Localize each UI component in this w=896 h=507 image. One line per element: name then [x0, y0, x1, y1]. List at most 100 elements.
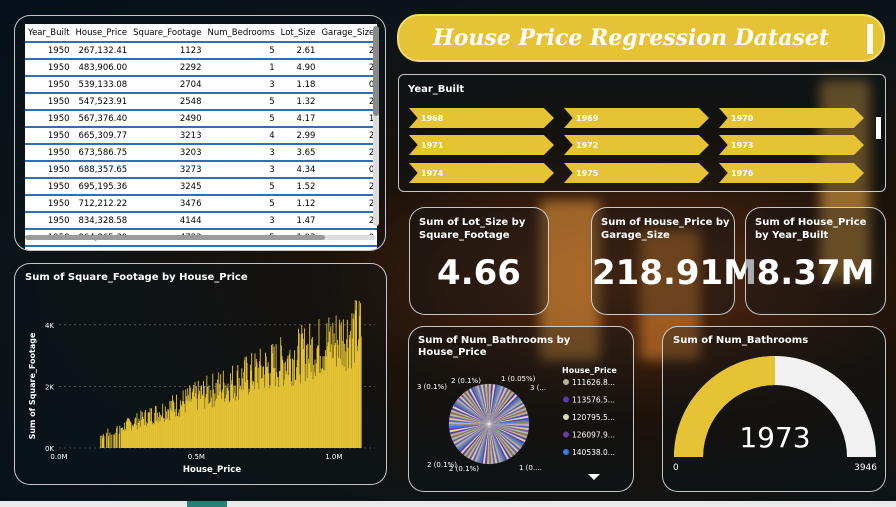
- bar[interactable]: [253, 389, 255, 448]
- bar[interactable]: [342, 319, 344, 448]
- bar[interactable]: [151, 421, 153, 448]
- pie-slice[interactable]: [488, 423, 528, 439]
- table-row[interactable]: 1951262,398.45124013.592: [25, 245, 378, 250]
- bar[interactable]: [164, 406, 166, 448]
- pie-slice[interactable]: [488, 423, 519, 453]
- bar[interactable]: [249, 391, 251, 448]
- bar[interactable]: [351, 313, 353, 448]
- pie-slice[interactable]: [488, 384, 498, 425]
- slicer-item-1969[interactable]: 1969: [564, 108, 709, 128]
- bar[interactable]: [172, 395, 174, 448]
- bar[interactable]: [281, 355, 283, 448]
- bar[interactable]: [331, 344, 332, 448]
- bar[interactable]: [242, 389, 244, 448]
- bar[interactable]: [193, 384, 195, 448]
- bar[interactable]: [356, 351, 358, 448]
- legend-item[interactable]: 140538.0...: [572, 448, 615, 457]
- bar[interactable]: [114, 432, 116, 448]
- bar[interactable]: [230, 384, 232, 448]
- bar[interactable]: [260, 365, 262, 448]
- pie-slice[interactable]: [463, 423, 490, 457]
- bar[interactable]: [302, 333, 303, 448]
- bar[interactable]: [356, 300, 357, 448]
- pie-slice[interactable]: [482, 384, 490, 425]
- bar[interactable]: [127, 418, 129, 448]
- pie-slice[interactable]: [450, 423, 490, 439]
- bar[interactable]: [148, 412, 150, 448]
- bar[interactable]: [332, 322, 334, 448]
- pie-slice[interactable]: [459, 423, 490, 453]
- pie-slice[interactable]: [488, 423, 525, 445]
- bar[interactable]: [246, 362, 248, 448]
- bar[interactable]: [205, 393, 207, 448]
- pie-slice[interactable]: [457, 397, 490, 425]
- pie-slice[interactable]: [488, 423, 522, 450]
- bar[interactable]: [243, 360, 245, 448]
- pie-slice[interactable]: [468, 423, 490, 460]
- column-header[interactable]: Year_Built: [25, 24, 73, 43]
- bar[interactable]: [325, 350, 326, 448]
- pie-slice[interactable]: [455, 400, 490, 425]
- bar[interactable]: [319, 355, 321, 448]
- bar[interactable]: [346, 319, 348, 448]
- legend-item[interactable]: 113576.5...: [572, 396, 615, 405]
- bar[interactable]: [162, 403, 164, 448]
- bar[interactable]: [278, 371, 280, 448]
- bar[interactable]: [191, 392, 193, 448]
- bar[interactable]: [242, 378, 243, 448]
- bar[interactable]: [234, 385, 236, 448]
- bar[interactable]: [344, 343, 346, 448]
- table-row[interactable]: 1950 665,309.77 3213 4 2.99 2: [25, 126, 378, 144]
- bar[interactable]: [300, 334, 302, 448]
- bar[interactable]: [205, 397, 206, 448]
- bar[interactable]: [187, 388, 189, 448]
- bar[interactable]: [150, 408, 152, 448]
- bar[interactable]: [131, 425, 133, 448]
- pie-slice[interactable]: [462, 423, 490, 456]
- bar[interactable]: [254, 353, 256, 448]
- bar[interactable]: [298, 328, 299, 448]
- pie-slice[interactable]: [488, 423, 524, 446]
- bar[interactable]: [350, 330, 352, 448]
- bar[interactable]: [164, 421, 166, 448]
- pie-slice[interactable]: [488, 423, 529, 435]
- bar[interactable]: [170, 400, 172, 448]
- pie-slice[interactable]: [484, 423, 490, 465]
- bar[interactable]: [208, 385, 210, 448]
- pie-slice[interactable]: [460, 394, 490, 425]
- bar[interactable]: [336, 339, 338, 448]
- bar[interactable]: [147, 412, 149, 448]
- table-row[interactable]: 1950 267,132.41 1123 5 2.61 2: [25, 41, 378, 59]
- bar[interactable]: [236, 370, 238, 448]
- bar[interactable]: [206, 375, 208, 448]
- bar[interactable]: [301, 324, 303, 448]
- bar[interactable]: [261, 378, 263, 448]
- bar[interactable]: [169, 401, 171, 448]
- bar[interactable]: [257, 367, 259, 448]
- bar[interactable]: [309, 344, 311, 448]
- pie-slice[interactable]: [450, 411, 490, 425]
- scrollbar-thumb[interactable]: [373, 26, 379, 116]
- bar[interactable]: [201, 394, 203, 448]
- pie-slice[interactable]: [488, 423, 510, 460]
- pie-slice[interactable]: [451, 407, 490, 425]
- bar[interactable]: [243, 371, 245, 448]
- bar[interactable]: [239, 388, 241, 448]
- bar[interactable]: [213, 406, 215, 448]
- bar[interactable]: [133, 426, 135, 448]
- bar[interactable]: [264, 374, 266, 448]
- pie-slice[interactable]: [488, 423, 518, 454]
- bar[interactable]: [344, 351, 346, 448]
- pie-slice[interactable]: [488, 423, 523, 448]
- bar[interactable]: [211, 397, 212, 448]
- pie-slice[interactable]: [488, 386, 506, 425]
- bar[interactable]: [207, 386, 208, 448]
- bar[interactable]: [252, 380, 254, 448]
- bar[interactable]: [166, 418, 168, 448]
- bar[interactable]: [326, 323, 328, 448]
- bar[interactable]: [232, 398, 234, 448]
- bar[interactable]: [310, 372, 312, 448]
- bar[interactable]: [101, 435, 103, 448]
- bar[interactable]: [322, 356, 324, 448]
- pie-slice[interactable]: [478, 384, 490, 425]
